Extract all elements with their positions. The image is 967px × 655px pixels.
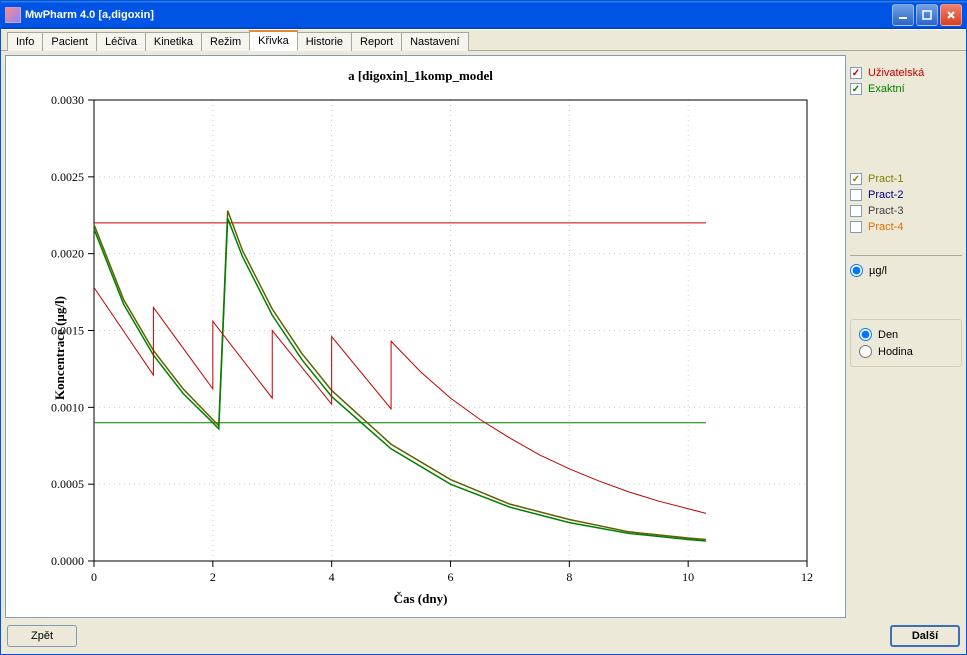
svg-text:6: 6 xyxy=(448,570,454,584)
back-button[interactable]: Zpět xyxy=(7,625,77,647)
svg-text:0.0015: 0.0015 xyxy=(51,324,84,338)
legend-label: Pract-3 xyxy=(868,205,903,217)
legend-item[interactable]: Pract-2 xyxy=(850,187,962,203)
legend-item[interactable]: ✓ Pract-1 xyxy=(850,171,962,187)
checkbox-icon: ✓ xyxy=(850,173,862,185)
time-unit-radio[interactable]: Hodina xyxy=(859,343,953,360)
time-unit-group: DenHodina xyxy=(850,319,962,367)
svg-text:2: 2 xyxy=(210,570,216,584)
tab-report[interactable]: Report xyxy=(351,32,402,51)
checkbox-icon: ✓ xyxy=(850,67,862,79)
checkbox-icon xyxy=(850,189,862,201)
titlebar: MwPharm 4.0 [a,digoxin] xyxy=(1,1,966,29)
side-panel: ✓ Uživatelská ✓ Exaktní ✓ Pract-1 Pract-2 Prac… xyxy=(850,55,962,618)
tab-kinetika[interactable]: Kinetika xyxy=(145,32,202,51)
svg-text:0: 0 xyxy=(91,570,97,584)
checkbox-icon xyxy=(850,221,862,233)
svg-text:4: 4 xyxy=(329,570,335,584)
checkbox-icon: ✓ xyxy=(850,83,862,95)
legend-label: Exaktní xyxy=(868,83,905,95)
svg-text:0.0010: 0.0010 xyxy=(51,400,84,414)
app-icon xyxy=(5,7,21,23)
tab-historie[interactable]: Historie xyxy=(297,32,352,51)
unit-radio[interactable]: µg/l xyxy=(850,262,962,279)
maximize-button[interactable] xyxy=(916,4,938,26)
svg-text:0.0025: 0.0025 xyxy=(51,170,84,184)
svg-text:10: 10 xyxy=(682,570,694,584)
time-unit-radio[interactable]: Den xyxy=(859,326,953,343)
svg-text:0.0000: 0.0000 xyxy=(51,554,84,568)
legend-item[interactable]: ✓ Exaktní xyxy=(850,81,962,97)
checkbox-icon xyxy=(850,205,862,217)
tab-režim[interactable]: Režim xyxy=(201,32,250,51)
close-button[interactable] xyxy=(940,4,962,26)
minimize-button[interactable] xyxy=(892,4,914,26)
tab-info[interactable]: Info xyxy=(7,32,43,51)
legend-item[interactable]: Pract-3 xyxy=(850,203,962,219)
chart-panel: a [digoxin]_1komp_model Koncentrace (µg/… xyxy=(5,55,846,618)
svg-text:12: 12 xyxy=(801,570,813,584)
legend-label: Uživatelská xyxy=(868,67,924,79)
legend-item[interactable]: Pract-4 xyxy=(850,219,962,235)
svg-text:8: 8 xyxy=(566,570,572,584)
tab-léčiva[interactable]: Léčiva xyxy=(96,32,146,51)
tabs: InfoPacientLéčivaKinetikaRežimKřivkaHist… xyxy=(1,29,966,51)
tab-křivka[interactable]: Křivka xyxy=(249,30,298,51)
tab-nastavení[interactable]: Nastavení xyxy=(401,32,469,51)
svg-text:0.0020: 0.0020 xyxy=(51,247,84,261)
svg-text:0.0030: 0.0030 xyxy=(51,93,84,107)
tab-pacient[interactable]: Pacient xyxy=(42,32,97,51)
next-button[interactable]: Další xyxy=(890,625,960,647)
chart-plot: 0 2 4 6 8 10 12 0.0000 0.0005 0.0010 0.0015 0.0020 0… xyxy=(14,90,827,605)
svg-text:0.0005: 0.0005 xyxy=(51,477,84,491)
legend-label: Pract-2 xyxy=(868,189,903,201)
legend-item[interactable]: ✓ Uživatelská xyxy=(850,65,962,81)
legend-label: Pract-1 xyxy=(868,173,903,185)
chart-title: a [digoxin]_1komp_model xyxy=(14,68,827,84)
legend-label: Pract-4 xyxy=(868,221,903,233)
window-title: MwPharm 4.0 [a,digoxin] xyxy=(25,9,892,21)
